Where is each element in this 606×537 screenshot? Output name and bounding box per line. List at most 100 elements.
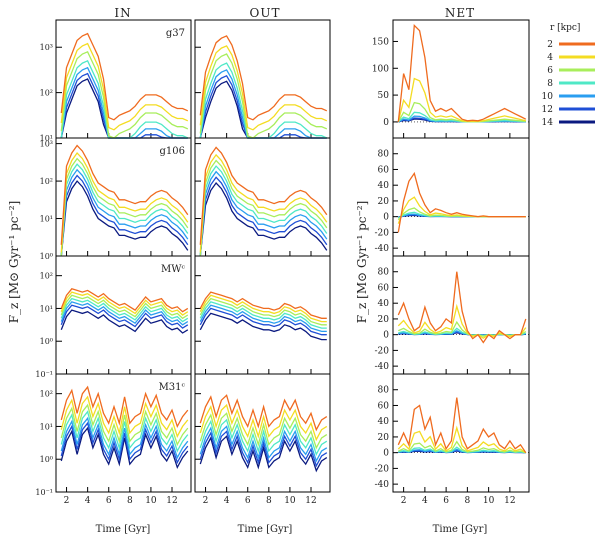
galaxy-label: g37 [166,28,185,39]
series-line-r6 [397,101,526,123]
y-tick-label: 40 [378,299,390,309]
y-tick-label: 10⁰ [40,455,53,464]
series-line-r12 [60,174,189,257]
x-tick-label: 10 [145,496,157,506]
panel-in-2: 10⁻¹ 10⁰ 10¹ 10² MWᶜ [35,255,192,379]
series-line-r8 [60,410,189,453]
y-tick-label: 0 [383,449,389,459]
legend-label: 4 [547,53,553,63]
series-line-r4 [397,425,527,454]
y-tick-label: 0 [383,118,389,128]
y-tick-label: 10⁰ [40,252,53,261]
y-tick-label: 10² [40,272,53,281]
series-line-r12 [199,176,328,257]
series-line-r10 [199,304,327,333]
series-line-r2 [60,288,189,313]
series-line-r4 [60,291,189,316]
xlabel-net: Time [Gyr] [433,524,488,535]
series-line-r14 [199,80,327,139]
panel-frame [392,137,530,257]
x-tick-label: 8 [266,496,272,506]
panel-in-3: 2 4 6 8 10 12 10⁻¹ 10⁰ 10¹ 10² M31ᶜ [35,373,192,506]
series-line-r12 [199,307,327,336]
series-line-r12 [60,421,189,465]
x-tick-label: 4 [85,496,91,506]
series-line-r12 [199,430,328,468]
panel-net-3: 2 4 6 8 10 12 -40 -20 0 20 40 60 80 [375,373,530,506]
y-tick-label: 60 [378,283,390,293]
y-tick-label: 80 [378,386,390,396]
y-tick-label: -40 [375,362,390,372]
series-line-r4 [199,294,327,323]
y-tick-label: 0 [383,213,389,223]
x-tick-label: 2 [203,496,209,506]
panel-net-2: -40 -20 0 20 40 60 80 [375,255,530,375]
panel-frame [194,373,331,493]
panel-net-0: 0 50 100 150 [372,19,530,139]
legend-label: 6 [547,66,553,76]
legend-label: 10 [542,92,554,102]
panel-in-0: 10¹ 10² 10³ g37 [40,19,192,143]
panel-out-3: 2 4 6 8 10 12 [194,373,331,506]
panel-in-1: 10⁰ 10¹ 10² 10³ g106 [40,137,192,261]
y-tick-label: 80 [378,150,390,160]
x-tick-label: 6 [245,496,251,506]
series-line-r2 [397,397,527,454]
series-line-r8 [199,165,328,257]
galaxy-label: MWᶜ [161,264,186,275]
legend: r [kpc] 2 4 6 8 10 12 14 [542,23,595,128]
panel-frame [55,373,192,493]
y-tick-label: 10³ [40,140,53,149]
y-tick-label: 10² [40,177,53,186]
series-line-r6 [60,403,189,447]
y-tick-label: 150 [372,37,389,47]
column-title-in: IN [114,6,131,20]
right-ylabel: F_z [M⊙ Gyr⁻¹ pc⁻²] [355,201,369,324]
series-line-r14 [60,426,189,470]
left-ylabel: F_z [M⊙ Gyr⁻¹ pc⁻²] [7,201,21,324]
series-line-r8 [199,418,328,456]
series-line-r10 [199,170,328,257]
panel-frame [392,255,530,375]
x-tick-label: 4 [224,496,230,506]
y-tick-label: 10² [40,390,53,399]
legend-label: 8 [547,79,553,89]
y-tick-label: 60 [378,401,390,411]
y-tick-label: -20 [375,464,390,474]
x-tick-label: 8 [127,496,133,506]
series-line-r8 [60,297,189,323]
y-tick-label: -20 [375,228,390,238]
panel-net-1: -40 -20 0 20 40 60 80 [375,137,530,257]
x-tick-label: 6 [443,496,449,506]
series-line-r6 [60,157,189,257]
series-line-r8 [199,301,327,329]
panel-out-1 [194,137,331,257]
y-tick-label: 60 [378,165,390,175]
series-line-r2 [199,35,328,121]
x-tick-label: 2 [64,496,70,506]
y-tick-label: 20 [378,197,390,207]
series-line-r6 [398,440,526,454]
panel-out-2 [194,255,331,375]
x-tick-label: 4 [422,496,428,506]
series-line-r8 [60,163,189,257]
y-tick-label: -40 [375,244,390,254]
y-tick-label: 20 [378,315,390,325]
series-line-r4 [199,153,328,253]
y-tick-label: 40 [378,181,390,191]
y-tick-label: 0 [383,331,389,341]
series-line-r6 [199,297,327,326]
legend-label: 2 [547,40,553,50]
series-line-r10 [60,301,189,326]
panels-group: 10¹10²10³g3705010015010⁰10¹10²10³g106-40… [35,19,530,506]
series-line-r6 [60,294,189,320]
series-line-r2 [397,271,527,344]
panel-out-0 [194,19,331,139]
series-line-r6 [60,50,189,139]
y-tick-label: 10³ [40,43,53,52]
series-line-r2 [60,385,189,429]
x-tick-label: 12 [166,496,177,506]
panel-frame [392,373,530,493]
x-tick-label: 10 [284,496,296,506]
